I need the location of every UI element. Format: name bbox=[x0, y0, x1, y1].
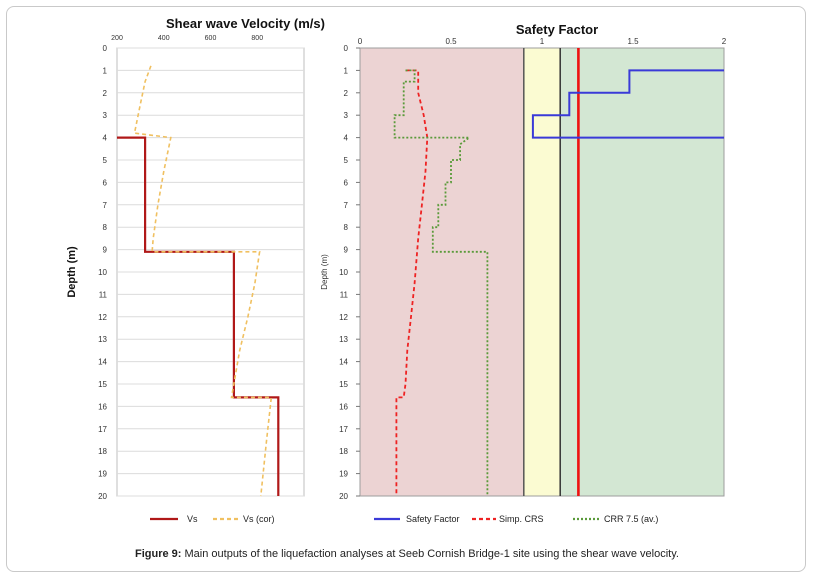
safety-legend-label: CRR 7.5 (av.) bbox=[604, 514, 658, 524]
safety-y-tick: 17 bbox=[339, 425, 348, 434]
safety-x-tick: 1 bbox=[540, 37, 545, 46]
safety-chart-title: Safety Factor bbox=[516, 22, 598, 37]
safety-x-tick: 0.5 bbox=[445, 37, 457, 46]
safety-y-tick: 8 bbox=[344, 223, 349, 232]
safety-legend-label: Simp. CRS bbox=[499, 514, 544, 524]
velocity-y-tick: 11 bbox=[99, 290, 108, 299]
caption-label: Figure 9: bbox=[135, 548, 182, 560]
velocity-y-tick: 4 bbox=[103, 134, 108, 143]
velocity-y-tick: 16 bbox=[98, 402, 107, 411]
velocity-y-tick: 9 bbox=[103, 246, 108, 255]
velocity-y-tick: 2 bbox=[103, 89, 108, 98]
velocity-y-tick: 13 bbox=[98, 335, 107, 344]
safety-zone-band bbox=[560, 48, 724, 496]
safety-y-tick: 16 bbox=[339, 402, 348, 411]
velocity-series-vs-cor bbox=[133, 65, 273, 497]
safety-y-tick: 20 bbox=[339, 492, 348, 501]
safety-x-tick: 0 bbox=[358, 37, 363, 46]
safety-zone-band bbox=[360, 48, 524, 496]
velocity-y-tick: 7 bbox=[103, 201, 108, 210]
velocity-x-tick: 800 bbox=[251, 35, 263, 42]
velocity-y-tick: 14 bbox=[98, 358, 107, 367]
velocity-y-tick: 3 bbox=[103, 111, 108, 120]
safety-y-tick: 3 bbox=[344, 111, 349, 120]
velocity-legend-label: Vs bbox=[187, 514, 198, 524]
velocity-y-axis-label: Depth (m) bbox=[66, 246, 78, 298]
velocity-y-tick: 1 bbox=[103, 66, 108, 75]
velocity-x-tick: 200 bbox=[111, 35, 123, 42]
velocity-y-tick: 17 bbox=[98, 425, 107, 434]
safety-y-tick: 1 bbox=[344, 66, 349, 75]
safety-y-tick: 9 bbox=[344, 246, 349, 255]
velocity-chart-title: Shear wave Velocity (m/s) bbox=[166, 16, 325, 31]
velocity-y-tick: 6 bbox=[103, 178, 108, 187]
safety-y-tick: 4 bbox=[344, 134, 349, 143]
velocity-y-tick: 18 bbox=[98, 447, 107, 456]
safety-x-tick: 1.5 bbox=[627, 37, 639, 46]
velocity-x-tick: 400 bbox=[158, 35, 170, 42]
velocity-y-tick: 8 bbox=[103, 223, 108, 232]
safety-y-axis-label: Depth (m) bbox=[320, 254, 329, 290]
velocity-x-tick: 600 bbox=[205, 35, 217, 42]
velocity-y-tick: 20 bbox=[98, 492, 107, 501]
velocity-legend-label: Vs (cor) bbox=[243, 514, 275, 524]
safety-series-safety-factor bbox=[531, 69, 724, 139]
safety-y-tick: 7 bbox=[344, 201, 349, 210]
safety-zone-band bbox=[523, 48, 561, 496]
safety-y-tick: 6 bbox=[344, 178, 349, 187]
velocity-y-tick: 15 bbox=[98, 380, 107, 389]
safety-y-tick: 15 bbox=[339, 380, 348, 389]
safety-legend-label: Safety Factor bbox=[406, 514, 460, 524]
safety-y-tick: 10 bbox=[339, 268, 348, 277]
safety-y-tick: 13 bbox=[339, 335, 348, 344]
figure-caption: Figure 9: Main outputs of the liquefacti… bbox=[0, 548, 814, 560]
safety-y-tick: 18 bbox=[339, 447, 348, 456]
velocity-y-tick: 12 bbox=[98, 313, 107, 322]
safety-x-tick: 2 bbox=[722, 37, 727, 46]
velocity-y-tick: 10 bbox=[98, 268, 107, 277]
safety-series-crr-7-5-av bbox=[393, 69, 489, 496]
safety-y-tick: 11 bbox=[340, 290, 349, 299]
velocity-y-tick: 0 bbox=[103, 44, 108, 53]
safety-y-tick: 5 bbox=[344, 156, 349, 165]
caption-text: Main outputs of the liquefaction analyse… bbox=[181, 548, 679, 560]
safety-y-tick: 19 bbox=[339, 470, 348, 479]
velocity-legend: Vs Vs (cor) bbox=[150, 514, 275, 524]
velocity-y-tick: 5 bbox=[103, 156, 108, 165]
safety-y-tick: 14 bbox=[339, 358, 348, 367]
safety-factor-legend: Safety Factor Simp. CRS CRR 7.5 (av.) bbox=[374, 514, 658, 524]
safety-y-tick: 0 bbox=[344, 44, 349, 53]
velocity-y-tick: 19 bbox=[98, 470, 107, 479]
safety-y-tick: 12 bbox=[339, 313, 348, 322]
safety-y-tick: 2 bbox=[344, 89, 349, 98]
